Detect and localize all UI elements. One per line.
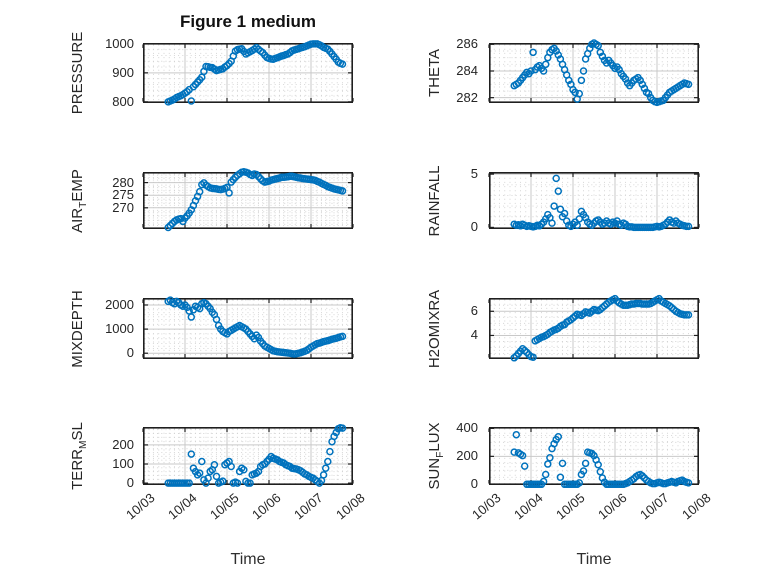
plot-area-h2omixra bbox=[488, 294, 700, 362]
plot-area-rainfall bbox=[488, 172, 700, 232]
plot-area-mixdepth bbox=[142, 296, 354, 360]
axes-box bbox=[489, 427, 699, 486]
y-tick-label-h2omixra: 4 bbox=[470, 327, 478, 343]
y-tick-label-theta: 282 bbox=[456, 89, 478, 105]
y-tick-label-terr-msl: 200 bbox=[112, 436, 134, 452]
plot-area-air-temp bbox=[142, 168, 354, 232]
figure-title: Figure 1 medium bbox=[179, 12, 317, 31]
y-tick-label-sun-flux: 200 bbox=[456, 448, 478, 464]
scatter-series-rainfall bbox=[510, 174, 693, 232]
y-tick-label-rainfall: 5 bbox=[470, 166, 478, 182]
y-tick-label-air-temp: 280 bbox=[112, 174, 134, 190]
y-tick-label-terr-msl: 100 bbox=[112, 456, 134, 471]
scatter-series-mixdepth bbox=[164, 296, 347, 358]
y-tick-label-pressure: 900 bbox=[112, 64, 134, 80]
y-tick-label-pressure: 1000 bbox=[105, 35, 134, 51]
scatter-series-terr-msl bbox=[164, 424, 347, 487]
y-tick-label-mixdepth: 2000 bbox=[105, 296, 134, 312]
plot-area-sun-flux bbox=[488, 427, 700, 489]
plot-area-theta bbox=[488, 39, 700, 107]
axes-box bbox=[489, 298, 699, 360]
y-tick-label-sun-flux: 0 bbox=[470, 476, 478, 492]
scatter-series-h2omixra bbox=[510, 294, 693, 362]
axes-box bbox=[143, 43, 353, 104]
y-tick-label-pressure: 800 bbox=[112, 93, 134, 109]
y-tick-label-sun-flux: 400 bbox=[456, 420, 478, 436]
y-tick-label-mixdepth: 0 bbox=[126, 345, 134, 361]
xlabel-time-left: Time bbox=[230, 551, 266, 568]
y-tick-label-air-temp: 275 bbox=[112, 187, 134, 203]
axes-box bbox=[143, 298, 353, 360]
y-tick-label-air-temp: 270 bbox=[112, 199, 134, 215]
xlabel-time-right: Time bbox=[576, 551, 612, 568]
y-tick-label-rainfall: 0 bbox=[470, 219, 478, 235]
axes-box bbox=[489, 43, 699, 104]
y-tick-label-theta: 286 bbox=[456, 36, 478, 52]
plot-area-pressure bbox=[142, 40, 354, 106]
scatter-series-theta bbox=[510, 39, 693, 107]
y-tick-label-h2omixra: 6 bbox=[470, 303, 478, 319]
plot-area-terr-msl bbox=[142, 424, 354, 487]
y-tick-label-mixdepth: 1000 bbox=[105, 321, 134, 337]
scatter-series-sun-flux bbox=[510, 430, 693, 489]
y-tick-label-terr-msl: 0 bbox=[126, 475, 134, 491]
scatter-series-air-temp bbox=[164, 168, 347, 232]
scatter-series-pressure bbox=[164, 40, 347, 106]
y-tick-label-theta: 284 bbox=[456, 63, 478, 78]
